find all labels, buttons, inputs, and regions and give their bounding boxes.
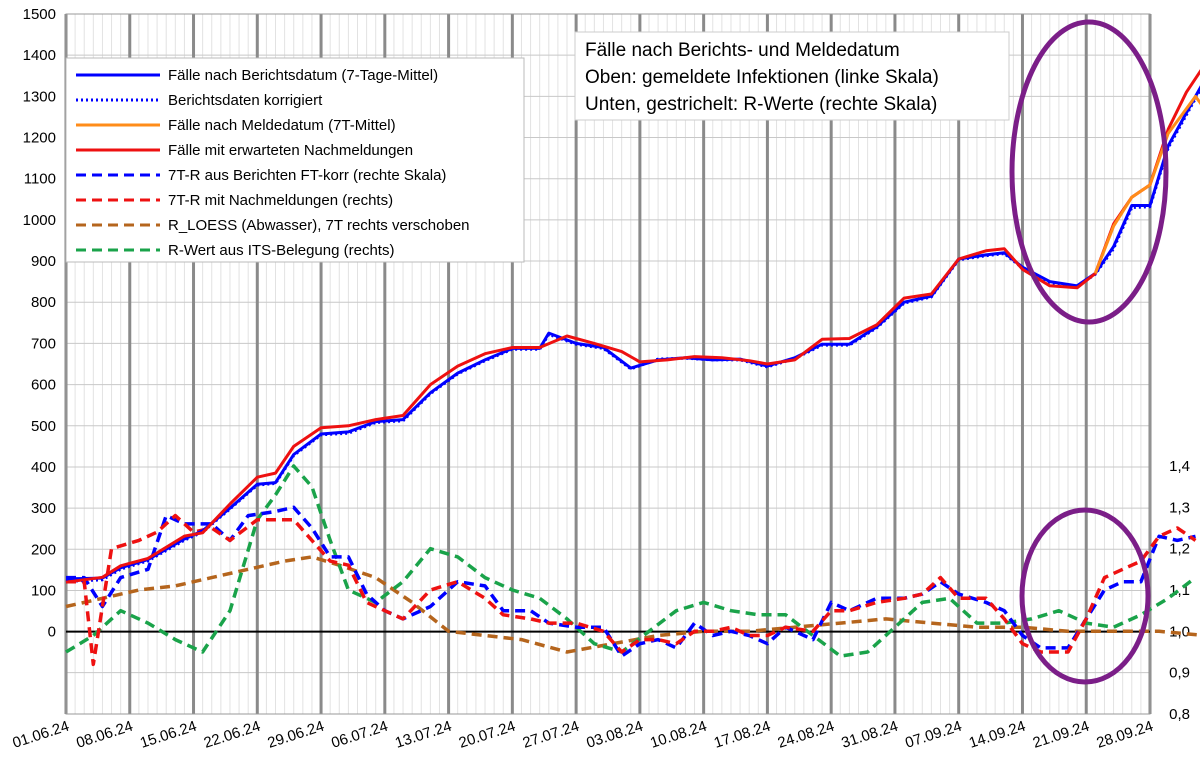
legend-label: Fälle mit erwarteten Nachmeldungen — [168, 142, 413, 159]
x-tick-label: 14.09.24 — [967, 718, 1028, 752]
series-line-2 — [1093, 94, 1200, 274]
highlight-ellipse-lower — [1019, 507, 1151, 685]
legend-label: R-Wert aus ITS-Belegung (rechts) — [168, 242, 394, 259]
left-tick-label: 100 — [31, 582, 56, 599]
x-tick-label: 22.06.24 — [202, 718, 263, 752]
annotation-line-2: Oben: gemeldete Infektionen (linke Skala… — [585, 67, 939, 88]
left-tick-label: 1200 — [23, 130, 56, 147]
left-tick-label: 700 — [31, 335, 56, 352]
annotation-line-1: Fälle nach Berichts- und Meldedatum — [585, 40, 900, 61]
legend-label: Berichtsdaten korrigiert — [168, 92, 323, 109]
left-tick-label: 600 — [31, 377, 56, 394]
plot-frame — [65, 13, 1151, 715]
x-tick-label: 03.08.24 — [584, 718, 645, 752]
x-tick-label: 08.06.24 — [74, 718, 135, 752]
legend-box — [65, 57, 525, 263]
x-tick-label: 15.06.24 — [138, 718, 199, 752]
series-layer — [65, 69, 1200, 667]
legend: Fälle nach Berichtsdatum (7-Tage-Mittel)… — [65, 57, 525, 263]
x-tick-label: 29.06.24 — [266, 718, 327, 752]
left-tick-label: 1300 — [23, 88, 56, 105]
series-line-6 — [65, 555, 1200, 654]
x-tick-label: 28.09.24 — [1094, 718, 1155, 752]
series-line-7 — [65, 464, 1197, 658]
left-tick-label: 200 — [31, 541, 56, 558]
legend-label: R_LOESS (Abwasser), 7T rechts verschoben — [168, 217, 470, 234]
legend-label: 7T-R aus Berichten FT-korr (rechte Skala… — [168, 167, 446, 184]
left-tick-label: 1100 — [24, 171, 56, 188]
right-tick-label: 1,3 — [1169, 499, 1190, 516]
x-tick-label: 20.07.24 — [457, 718, 518, 752]
series-line-5 — [66, 513, 1197, 667]
x-tick-label: 27.07.24 — [521, 718, 582, 752]
right-tick-label: 1,2 — [1169, 541, 1190, 558]
annotation-box — [574, 31, 1010, 121]
left-tick-label: 1400 — [23, 47, 56, 64]
x-tick-label: 10.08.24 — [648, 718, 709, 752]
legend-label: Fälle nach Meldedatum (7T-Mittel) — [168, 117, 396, 134]
right-tick-label: 0,8 — [1169, 706, 1190, 723]
left-tick-label: 900 — [31, 253, 56, 270]
right-tick-label: 1,4 — [1169, 458, 1190, 475]
x-tick-label: 21.09.24 — [1031, 718, 1092, 752]
x-tick-label: 31.08.24 — [839, 718, 900, 752]
left-tick-label: 500 — [31, 418, 56, 435]
left-tick-label: 800 — [31, 294, 56, 311]
left-tick-label: 1000 — [23, 212, 56, 229]
legend-label: Fälle nach Berichtsdatum (7-Tage-Mittel) — [168, 67, 438, 84]
legend-label: 7T-R mit Nachmeldungen (rechts) — [168, 192, 393, 209]
x-tick-label: 13.07.24 — [393, 718, 454, 752]
x-tick-label: 17.08.24 — [712, 718, 773, 752]
highlight-ellipse-upper — [1009, 19, 1169, 325]
left-tick-label: 1500 — [23, 6, 56, 23]
x-axis-ticks: 01.06.24 08.06.24 15.06.24 22.06.24 29.06.24… — [10, 718, 1155, 752]
series-line-4 — [66, 505, 1196, 658]
x-tick-label: 24.08.24 — [776, 718, 837, 752]
left-axis-ticks: 1500140013001200110010009008007006005004… — [23, 6, 56, 641]
right-tick-label: 0,9 — [1169, 665, 1190, 682]
series-line-3 — [65, 69, 1200, 584]
right-axis-ticks: 1,41,31,21,11,00,90,8 — [1169, 458, 1190, 723]
x-tick-label: 07.09.24 — [903, 718, 964, 752]
x-tick-label: 06.07.24 — [329, 718, 390, 752]
annotation-line-3: Unten, gestrichelt: R-Werte (rechte Skal… — [585, 94, 937, 115]
left-tick-label: 400 — [31, 459, 56, 476]
left-tick-label: 0 — [48, 624, 56, 641]
x-tick-label: 01.06.24 — [10, 718, 71, 752]
annotation: Fälle nach Berichts- und Meldedatum Oben… — [574, 31, 1010, 121]
left-tick-label: 300 — [31, 500, 56, 517]
